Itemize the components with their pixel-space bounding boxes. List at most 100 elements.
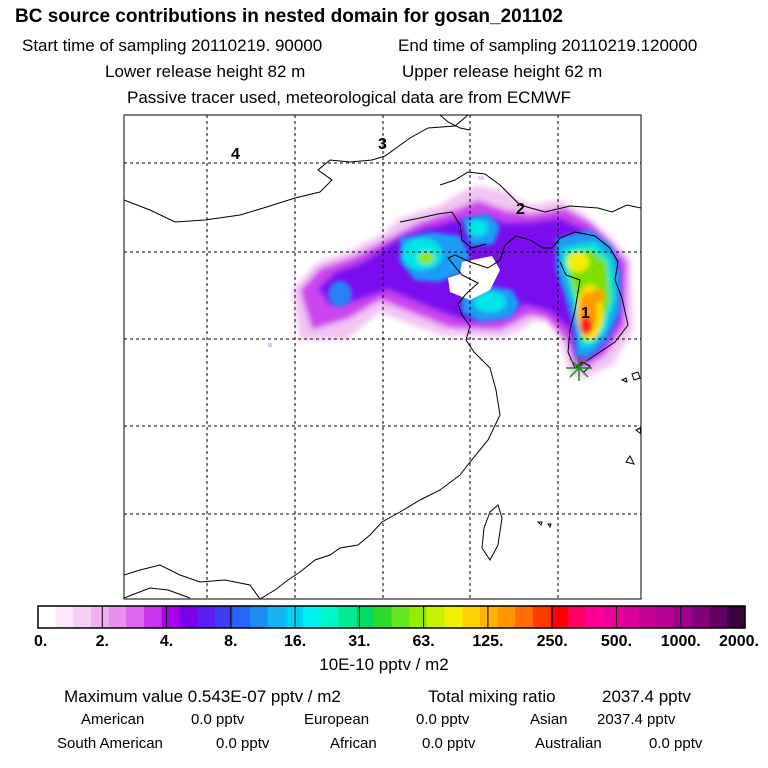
colorbar-cell: [214, 606, 234, 628]
region-name-american: American: [81, 711, 145, 728]
colorbar-cell: [338, 606, 357, 628]
colorbar-cell: [479, 606, 499, 628]
plume-green-central: [418, 252, 434, 264]
colorbar-cell: [232, 606, 251, 628]
colorbar-tick-label: 2000.: [719, 633, 759, 650]
colorbar-cell: [656, 606, 675, 628]
colorbar-tick-label: 8.: [224, 633, 237, 650]
colorbar-tick-label: 125.: [472, 633, 503, 650]
colorbar-tick-label: 2.: [96, 633, 109, 650]
taiwan-outline: [481, 504, 503, 561]
colorbar-cell: [426, 606, 446, 628]
colorbar-cell: [409, 606, 428, 628]
start-time-label: Start time of sampling 20110219. 90000: [22, 36, 323, 55]
region-value-african: 0.0 pptv: [422, 735, 476, 752]
tracer-info-label: Passive tracer used, meteorological data…: [127, 88, 572, 107]
colorbar-cell: [391, 606, 410, 628]
region-name-asian: Asian: [530, 711, 568, 728]
colorbar-cell: [161, 606, 181, 628]
colorbar-tick-label: 500.: [601, 633, 632, 650]
region-name-african: African: [330, 735, 377, 752]
upper-release-label: Upper release height 62 m: [402, 62, 603, 81]
plume-speck: [448, 330, 454, 334]
colorbar-cell: [73, 606, 92, 628]
colorbar-cell: [356, 606, 375, 628]
colorbar-cell: [497, 606, 516, 628]
total-mixing-ratio-value: 2037.4 pptv: [602, 687, 691, 706]
end-time-label: End time of sampling 20110219.120000: [398, 36, 698, 55]
colorbar-cell: [108, 606, 127, 628]
plume-blue-west: [328, 281, 352, 307]
colorbar-cell: [303, 606, 322, 628]
colorbar-cell: [144, 606, 163, 628]
colorbar-cell: [179, 606, 198, 628]
colorbar-cell: [674, 606, 693, 628]
colorbar-cell: [515, 606, 534, 628]
colorbar-tick-label: 63.: [413, 633, 435, 650]
coastline: [124, 587, 191, 599]
colorbar-tick-label: 0.: [34, 633, 47, 650]
colorbar-cell: [197, 606, 216, 628]
colorbar-tick-label: 31.: [348, 633, 370, 650]
colorbar-tick-label: 1000.: [661, 633, 701, 650]
max-value-label: Maximum value 0.543E-07 pptv / m2: [64, 687, 341, 706]
coastline: [124, 564, 261, 599]
plume-white-gap: [448, 256, 500, 300]
plume-yellow-north: [567, 252, 589, 272]
colorbar-cell: [691, 606, 711, 628]
colorbar-tick-label: 4.: [160, 633, 173, 650]
border-line: [439, 171, 641, 213]
colorbar-cell: [267, 606, 287, 628]
colorbar-cell: [373, 606, 393, 628]
total-mixing-ratio-label: Total mixing ratio: [428, 687, 556, 706]
coastline: [259, 254, 501, 599]
colorbar-cell: [444, 606, 463, 628]
coastline-layer: [124, 115, 641, 599]
asterisk-icon: [566, 355, 592, 381]
trajectory-marker-4: 4: [231, 146, 240, 163]
colorbar-cell: [568, 606, 587, 628]
lower-release-label: Lower release height 82 m: [105, 62, 306, 81]
region-value-australian: 0.0 pptv: [649, 735, 703, 752]
border-line: [439, 115, 471, 131]
plume-cyan-south: [474, 292, 506, 312]
plume-layer: [268, 176, 633, 378]
island-outline: [536, 521, 543, 526]
colorbar-cell: [55, 606, 74, 628]
colorbar-cell: [603, 606, 622, 628]
plume-speck: [268, 343, 272, 347]
colorbar-cell: [532, 606, 552, 628]
colorbar-cell: [250, 606, 269, 628]
trajectory-marker-3: 3: [378, 136, 387, 153]
plume-red-core: [580, 317, 592, 335]
coastline: [399, 211, 487, 249]
coastline: [487, 231, 629, 369]
chart-title: BC source contributions in nested domain…: [15, 6, 563, 27]
colorbar-cell: [585, 606, 605, 628]
island-outline: [625, 455, 635, 465]
region-name-australian: Australian: [535, 735, 602, 752]
region-value-asian: 2037.4 pptv: [597, 711, 676, 728]
plume-orange-top: [592, 289, 604, 303]
trajectory-marker-2: 2: [516, 201, 525, 218]
colorbar-cell: [126, 606, 145, 628]
region-value-american: 0.0 pptv: [191, 711, 245, 728]
grid-layer: [124, 115, 641, 599]
island-outline: [631, 371, 641, 381]
colorbar-cell: [285, 606, 304, 628]
colorbar-cell: [38, 606, 57, 628]
plume-speck: [478, 176, 484, 180]
trajectory-marker-1: 1: [581, 305, 590, 322]
region-value-european: 0.0 pptv: [416, 711, 470, 728]
colorbar-cell: [91, 606, 110, 628]
plume-cyan-north: [468, 220, 488, 236]
colorbar-cell: [320, 606, 340, 628]
colorbar-cell: [462, 606, 481, 628]
colorbar-cell: [621, 606, 640, 628]
region-value-south-american: 0.0 pptv: [216, 735, 270, 752]
map-frame: [123, 114, 642, 600]
colorbar-cell: [638, 606, 658, 628]
colorbar-tick-label: 250.: [537, 633, 568, 650]
